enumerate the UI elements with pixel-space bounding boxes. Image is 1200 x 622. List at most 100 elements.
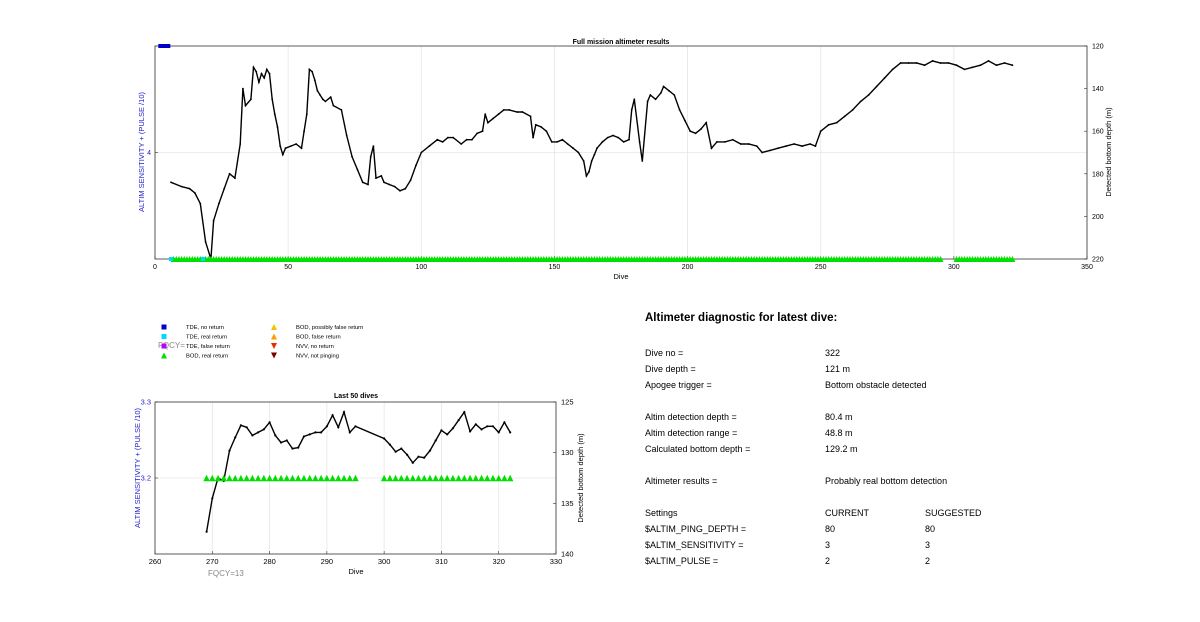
chart1-depth-point bbox=[851, 109, 854, 111]
chart1-depth-point bbox=[279, 145, 282, 148]
chart1-depth-point bbox=[979, 64, 982, 67]
chart1-depth-point bbox=[465, 138, 468, 141]
chart2-bod-real-return-marker bbox=[214, 474, 222, 482]
chart2-depth-point bbox=[205, 530, 208, 533]
chart1-depth-point bbox=[875, 85, 878, 88]
chart1-depth-point bbox=[915, 62, 918, 64]
chart1-depth-point bbox=[814, 145, 817, 148]
chart2-bod-real-return-marker bbox=[272, 474, 279, 482]
chart1-depth-point bbox=[819, 130, 822, 133]
chart2-depth-point bbox=[268, 421, 271, 424]
chart1-depth-point bbox=[311, 70, 313, 73]
chart1-depth-point bbox=[295, 143, 297, 145]
chart1-depth-point bbox=[793, 143, 795, 145]
chart1-depth-point bbox=[582, 160, 585, 162]
chart2-depth-point bbox=[509, 431, 512, 434]
chart2-depth-point bbox=[457, 419, 460, 422]
chart1-depth-point bbox=[276, 126, 279, 128]
diag-label-apogee: Apogee trigger = bbox=[645, 380, 712, 390]
chart1-depth-point bbox=[265, 68, 268, 71]
chart1-ytick-right-label: 200 bbox=[1092, 214, 1104, 221]
chart1-xtick-label: 50 bbox=[284, 264, 292, 271]
chart2-bod-real-return-marker bbox=[455, 474, 462, 482]
chart2-bod-real-return-marker bbox=[438, 474, 445, 482]
chart1-tde-marker bbox=[160, 44, 165, 48]
fqcy-overlay: FQCY= bbox=[158, 341, 185, 350]
chart1-depth-point bbox=[476, 132, 479, 135]
chart1-depth-point bbox=[678, 109, 681, 111]
chart2-bod-real-return-marker bbox=[443, 474, 451, 482]
chart1-depth-point bbox=[521, 111, 524, 113]
chart2-depth-point bbox=[497, 431, 500, 434]
chart2-bod-real-return-marker bbox=[266, 474, 273, 482]
chart2-bod-real-return-marker bbox=[461, 474, 468, 482]
chart1-depth-point bbox=[622, 141, 625, 143]
chart1-depth-point bbox=[420, 151, 423, 154]
chart2-depth-point bbox=[474, 423, 477, 426]
chart2-bod-real-return-marker bbox=[220, 474, 227, 482]
setting-ping-depth-label: $ALTIM_PING_DEPTH = bbox=[645, 524, 747, 534]
diag-label-detection-depth: Altim detection depth = bbox=[645, 412, 737, 422]
chart2-ytick-right-label: 125 bbox=[561, 398, 574, 407]
chart2-depth-point bbox=[325, 425, 328, 428]
chart2-bod-real-return-marker bbox=[501, 474, 508, 482]
chart1-depth-point bbox=[487, 121, 489, 124]
chart1-depth-point bbox=[809, 143, 811, 145]
chart1-depth-point bbox=[931, 60, 934, 62]
chart1-title: Full mission altimeter results bbox=[573, 39, 670, 46]
chart1-depth-point bbox=[532, 136, 534, 139]
chart2-bod-real-return-marker bbox=[415, 474, 422, 482]
chart1-depth-point bbox=[436, 138, 439, 141]
chart2-bod-real-return-marker bbox=[380, 474, 388, 482]
chart1-depth-point bbox=[250, 98, 252, 101]
chart2-depth-point bbox=[354, 425, 357, 428]
chart1-depth-point bbox=[393, 185, 396, 188]
last-50-dives-chart: Last 50 dives Dive ALTIM SENSITIVITY + (… bbox=[133, 393, 585, 578]
chart1-depth-point bbox=[971, 66, 974, 69]
chart2-ytick-left-label: 3.2 bbox=[141, 474, 151, 483]
chart2-depth-point bbox=[228, 449, 231, 452]
chart2-depth-point bbox=[251, 434, 254, 437]
chart1-depth-point bbox=[305, 113, 308, 116]
chart1-depth-point bbox=[428, 145, 431, 148]
chart1-depth-point bbox=[332, 104, 335, 107]
chart1-depth-point bbox=[700, 128, 702, 131]
chart1-depth-point bbox=[300, 147, 303, 150]
diag-value-apogee: Bottom obstacle detected bbox=[825, 380, 927, 390]
chart1-bod-real-return-marker bbox=[1009, 256, 1016, 262]
diag-value-dive-depth: 121 m bbox=[825, 364, 851, 374]
legend-label: TDE, real return bbox=[186, 335, 227, 341]
settings-header-label: Settings bbox=[645, 508, 678, 518]
chart2-frame bbox=[154, 401, 557, 555]
chart1-depth-point bbox=[372, 145, 375, 148]
chart2-depth-point bbox=[400, 447, 403, 450]
chart1-depth-point bbox=[228, 172, 231, 175]
chart1-depth-point bbox=[502, 109, 505, 111]
diag-value-detection-depth: 80.4 m bbox=[825, 412, 853, 422]
chart1-depth-point bbox=[801, 145, 803, 148]
chart1-depth-point bbox=[399, 189, 401, 192]
legend-marker-triangle bbox=[271, 333, 277, 340]
legend-marker-triangle bbox=[161, 352, 167, 359]
chart2-depth-point bbox=[394, 450, 397, 453]
chart1-depth-point bbox=[654, 98, 657, 101]
chart1-depth-point bbox=[588, 170, 590, 173]
legend-marker-square bbox=[161, 324, 167, 330]
chart1-depth-point bbox=[835, 121, 838, 124]
chart1-depth-point bbox=[705, 121, 708, 124]
chart1-depth-point bbox=[566, 143, 569, 145]
chart1-ytick-right-label: 160 bbox=[1092, 129, 1104, 136]
chart2-bod-real-return-marker bbox=[260, 474, 268, 482]
chart2-bod-real-return-marker bbox=[506, 474, 514, 482]
full-mission-chart: Full mission altimeter results Dive ALTI… bbox=[137, 39, 1113, 281]
chart1-depth-point bbox=[388, 183, 391, 186]
chart2-bod-real-return-marker bbox=[243, 474, 250, 482]
chart1-depth-point bbox=[268, 72, 271, 75]
chart1-tde-marker bbox=[200, 257, 205, 261]
legend-label: BOD, false return bbox=[296, 335, 341, 341]
chart2-bod-real-return-marker bbox=[484, 474, 491, 482]
chart2-bod-real-return-marker bbox=[237, 474, 245, 482]
chart1-depth-point bbox=[963, 68, 966, 71]
chart1-depth-point bbox=[361, 181, 364, 184]
chart1-depth-point bbox=[212, 219, 215, 222]
